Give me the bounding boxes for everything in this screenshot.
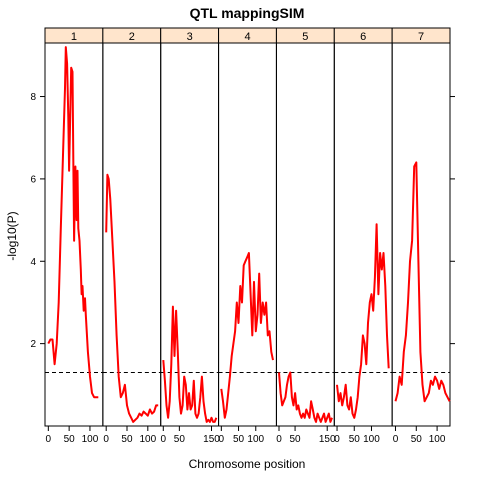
x-tick-label: 150 [319, 434, 336, 445]
x-tick-label: 100 [429, 434, 446, 445]
chart-title: QTL mappingSIM [190, 5, 305, 21]
y-axis-label: -log10(P) [5, 211, 19, 260]
series-line [278, 371, 333, 423]
x-tick-label: 0 [161, 434, 167, 445]
x-tick-label: 50 [121, 434, 133, 445]
panel-strip-label: 4 [244, 31, 250, 43]
x-tick-label: 100 [247, 434, 264, 445]
panel-frame [275, 42, 335, 427]
x-tick-label: 50 [290, 434, 302, 445]
y-tick-label: 8 [30, 92, 36, 103]
x-tick-label: 50 [64, 434, 76, 445]
x-tick-label: 50 [349, 434, 361, 445]
panel-frame [160, 42, 220, 427]
x-axis-label: Chromosome position [189, 457, 306, 471]
x-tick-label: 0 [334, 434, 340, 445]
x-tick-label: 0 [393, 434, 399, 445]
series-line [162, 305, 218, 423]
panel-frame [218, 42, 277, 427]
x-tick-label: 0 [219, 434, 225, 445]
panel-frame [333, 42, 393, 427]
series-line [220, 252, 274, 419]
panel-strip-label: 2 [129, 31, 135, 43]
panel-strip-label: 7 [418, 31, 424, 43]
series-line [105, 173, 159, 423]
x-tick-label: 50 [174, 434, 186, 445]
y-tick-label: 4 [30, 257, 36, 268]
series-line [394, 161, 451, 403]
x-tick-label: 50 [233, 434, 245, 445]
series-line [336, 223, 390, 419]
x-tick-label: 100 [82, 434, 99, 445]
x-tick-label: 150 [203, 434, 220, 445]
panel-strip-label: 5 [302, 31, 308, 43]
x-tick-label: 0 [46, 434, 52, 445]
panel-frame [391, 42, 451, 427]
x-tick-label: 100 [139, 434, 156, 445]
y-tick-label: 2 [30, 339, 36, 350]
x-tick-label: 100 [363, 434, 380, 445]
series-line [47, 46, 99, 399]
panel-strip-label: 6 [360, 31, 366, 43]
x-tick-label: 0 [276, 434, 282, 445]
x-tick-label: 0 [103, 434, 109, 445]
panel-strip-label: 1 [71, 31, 77, 43]
panel-strip-label: 3 [187, 31, 193, 43]
x-tick-label: 50 [411, 434, 423, 445]
y-tick-label: 6 [30, 174, 36, 185]
